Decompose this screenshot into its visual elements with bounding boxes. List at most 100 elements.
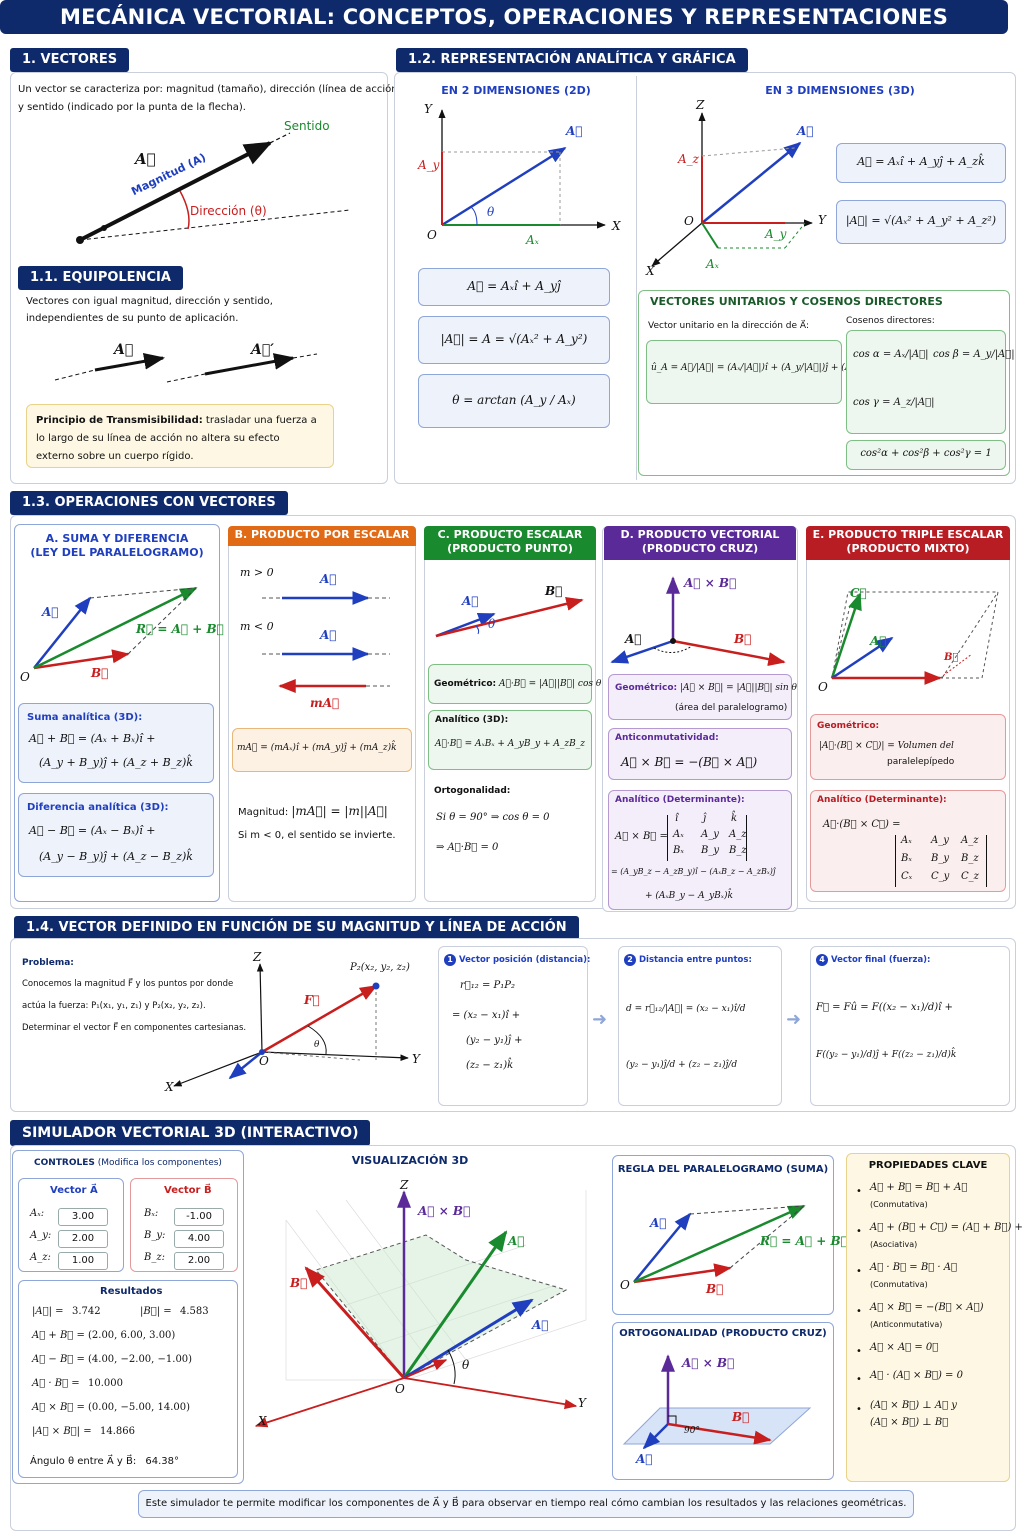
- property-formula: A⃗ × B⃗ = −(B⃗ × A⃗): [870, 1302, 984, 1313]
- scalar-note: Si m < 0, el sentido se invierte.: [238, 830, 396, 841]
- viz-a-label-green: A⃗: [508, 1234, 525, 1248]
- ax-2d: Aₓ: [526, 233, 539, 247]
- cross-b-label: B⃗: [734, 632, 752, 646]
- axis-x-14: X: [165, 1080, 174, 1094]
- viz-axis-z: Z: [400, 1178, 409, 1192]
- ortho-line-1: Si θ = 90° ⇒ cos θ = 0: [436, 812, 550, 823]
- az-3d: A_z: [678, 152, 699, 166]
- ax-input[interactable]: 3.00: [58, 1208, 108, 1226]
- orthogonality-diagram: [622, 1354, 812, 1450]
- origin-2d: O: [427, 228, 437, 242]
- theta-2d: θ: [487, 205, 495, 219]
- sum-origin: O: [20, 670, 30, 684]
- equip-a-label: A⃗: [114, 342, 134, 358]
- viz-origin: O: [395, 1382, 405, 1396]
- axis-y-14: Y: [412, 1052, 420, 1066]
- sum-result-value: (2.00, 6.00, 3.00): [88, 1330, 176, 1341]
- property-note: (Conmutativa): [870, 1280, 928, 1289]
- equip-ap-label: A⃗′: [251, 342, 274, 358]
- scalar-a-label-2: A⃗: [320, 628, 337, 642]
- step-1-r12: r⃗₁₂ = P₁P₂: [460, 980, 516, 991]
- triple-determinant-box: Analítico (Determinante): A⃗·(B⃗ × C⃗) =…: [810, 790, 1006, 892]
- by-label: B_y:: [144, 1230, 166, 1241]
- m-negative-label: m < 0: [240, 620, 274, 633]
- header-2d: EN 2 DIMENSIONES (2D): [441, 84, 591, 97]
- vector-desc-2: y sentido (indicado por la punta de la f…: [18, 102, 246, 113]
- formula-2d-magnitude: |A⃗| = A = √(Aₓ² + A_y²): [418, 316, 610, 364]
- dot-a-label: A⃗: [462, 594, 479, 608]
- equipolencia-diagram: [54, 353, 318, 383]
- step-4-eq-2: F((y₂ − y₁)/d)ĵ + F((z₂ − z₁)/d)k̂: [816, 1050, 957, 1060]
- equipolencia-desc-2: independientes de su punto de aplicación…: [26, 313, 239, 324]
- formula-2d-vector: A⃗ = Aₓî + A_yĵ: [418, 268, 610, 306]
- col-b-panel: [228, 526, 416, 902]
- ort-b-label: B⃗: [732, 1410, 750, 1424]
- arrow-right-icon: ➜: [592, 1009, 608, 1030]
- sentido-label: Sentido: [284, 119, 330, 133]
- ort-deg-label: 90°: [684, 1426, 700, 1436]
- parallelogram-diagram: [633, 1204, 806, 1284]
- diagram-2d: [438, 109, 606, 229]
- equipolencia-desc-1: Vectores con igual magnitud, dirección y…: [26, 296, 273, 307]
- parallelogram-panel: [612, 1155, 834, 1315]
- step-1-eq-3: (z₂ − z₁)k̂: [466, 1060, 514, 1071]
- bz-input[interactable]: 2.00: [174, 1252, 224, 1270]
- viz-header: VISUALIZACIÓN 3D: [351, 1154, 469, 1167]
- sum-analytic-box: Suma analítica (3D): A⃗ + B⃗ = (Aₓ + Bₓ)…: [18, 703, 214, 783]
- property-formula: A⃗ · (A⃗ × B⃗) = 0: [870, 1370, 963, 1381]
- magA-label: |A⃗| =: [32, 1306, 64, 1317]
- section-12-tag: 1.2. REPRESENTACIÓN ANALÍTICA Y GRÁFICA: [396, 48, 748, 72]
- formula-3d-magnitude: |A⃗| = √(Aₓ² + A_y² + A_z²): [836, 200, 1006, 244]
- dot-result-label: A⃗ · B⃗ =: [32, 1378, 80, 1389]
- step-1-eq-2: (y₂ − y₁)ĵ +: [466, 1035, 523, 1046]
- property-formula: A⃗ · B⃗ = B⃗ · A⃗: [870, 1262, 957, 1273]
- scalar-formula-box: mA⃗ = (mAₓ)î + (mA_y)ĵ + (mA_z)k̂: [232, 728, 412, 772]
- dot-result-value: 10.000: [88, 1378, 123, 1389]
- transmisibilidad-box: [26, 404, 334, 468]
- cosines-label: Cosenos directores:: [846, 316, 935, 326]
- section-11-tag: 1.1. EQUIPOLENCIA: [18, 266, 183, 290]
- axis-x-3d: X: [646, 264, 655, 278]
- viz-theta-label: θ: [462, 1358, 470, 1372]
- az-input[interactable]: 1.00: [58, 1252, 108, 1270]
- vector-a-label: A⃗: [135, 150, 156, 168]
- step-1-box: [438, 946, 588, 1106]
- step-2-eq-2: (y₂ − y₁)ĵ/d + (z₂ − z₁)ĵ/d: [626, 1060, 738, 1070]
- step-4-box: [810, 946, 1010, 1106]
- step-2-box: [618, 946, 782, 1106]
- ort-axb-label: A⃗ × B⃗: [682, 1356, 735, 1370]
- cross-result-label: A⃗ × B⃗ =: [32, 1402, 85, 1413]
- step-4-eq-1: F⃗ = Fû = F((x₂ − x₁)/d)î +: [816, 1002, 953, 1013]
- property-note: (Anticonmutativa): [870, 1320, 943, 1329]
- scalar-a-label-1: A⃗: [320, 572, 337, 586]
- diff-result-value: (4.00, −2.00, −1.00): [88, 1354, 193, 1365]
- results-header: Resultados: [100, 1286, 163, 1297]
- sum-r-label: R⃗ = A⃗ + B⃗: [136, 622, 224, 636]
- controls-header: CONTROLES (Modifica los componentes): [34, 1158, 222, 1168]
- cross-axb-label: A⃗ × B⃗: [684, 576, 737, 590]
- triple-geometric-box: Geométrico: |A⃗·(B⃗ × C⃗)| = Volumen del…: [810, 714, 1006, 780]
- line-of-action-diagram: [173, 963, 409, 1087]
- ay-3d: A_y: [765, 227, 787, 241]
- orthogonality-panel: [612, 1322, 834, 1480]
- transmisibilidad-line-1: Principio de Transmisibilidad: trasladar…: [36, 415, 317, 426]
- section-1-tag: 1. VECTORES: [10, 48, 130, 72]
- arrow-right-icon-2: ➜: [786, 1009, 802, 1030]
- dot-b-label: B⃗: [545, 584, 563, 598]
- magA-value: 3.742: [72, 1306, 101, 1317]
- property-note: (Asociativa): [870, 1240, 918, 1249]
- ay-input[interactable]: 2.00: [58, 1230, 108, 1248]
- sum-a-label: A⃗: [42, 605, 59, 619]
- col-a-title-2: (LEY DEL PARALELOGRAMO): [30, 546, 204, 559]
- by-input[interactable]: 4.00: [174, 1230, 224, 1248]
- viz-axis-x: X: [258, 1414, 267, 1428]
- a-2d: A⃗: [566, 124, 583, 138]
- formula-2d-angle: θ = arctan (A_y / Aₓ): [418, 374, 610, 428]
- property-bullet: •: [856, 1186, 862, 1197]
- bx-label: Bₓ:: [144, 1208, 159, 1219]
- sum-diagram: [33, 586, 198, 670]
- bx-input[interactable]: -1.00: [174, 1208, 224, 1226]
- origin-14: O: [259, 1054, 269, 1068]
- step-1-eq-1: = (x₂ − x₁)î +: [452, 1010, 521, 1021]
- dot-theta-label: θ: [488, 617, 496, 631]
